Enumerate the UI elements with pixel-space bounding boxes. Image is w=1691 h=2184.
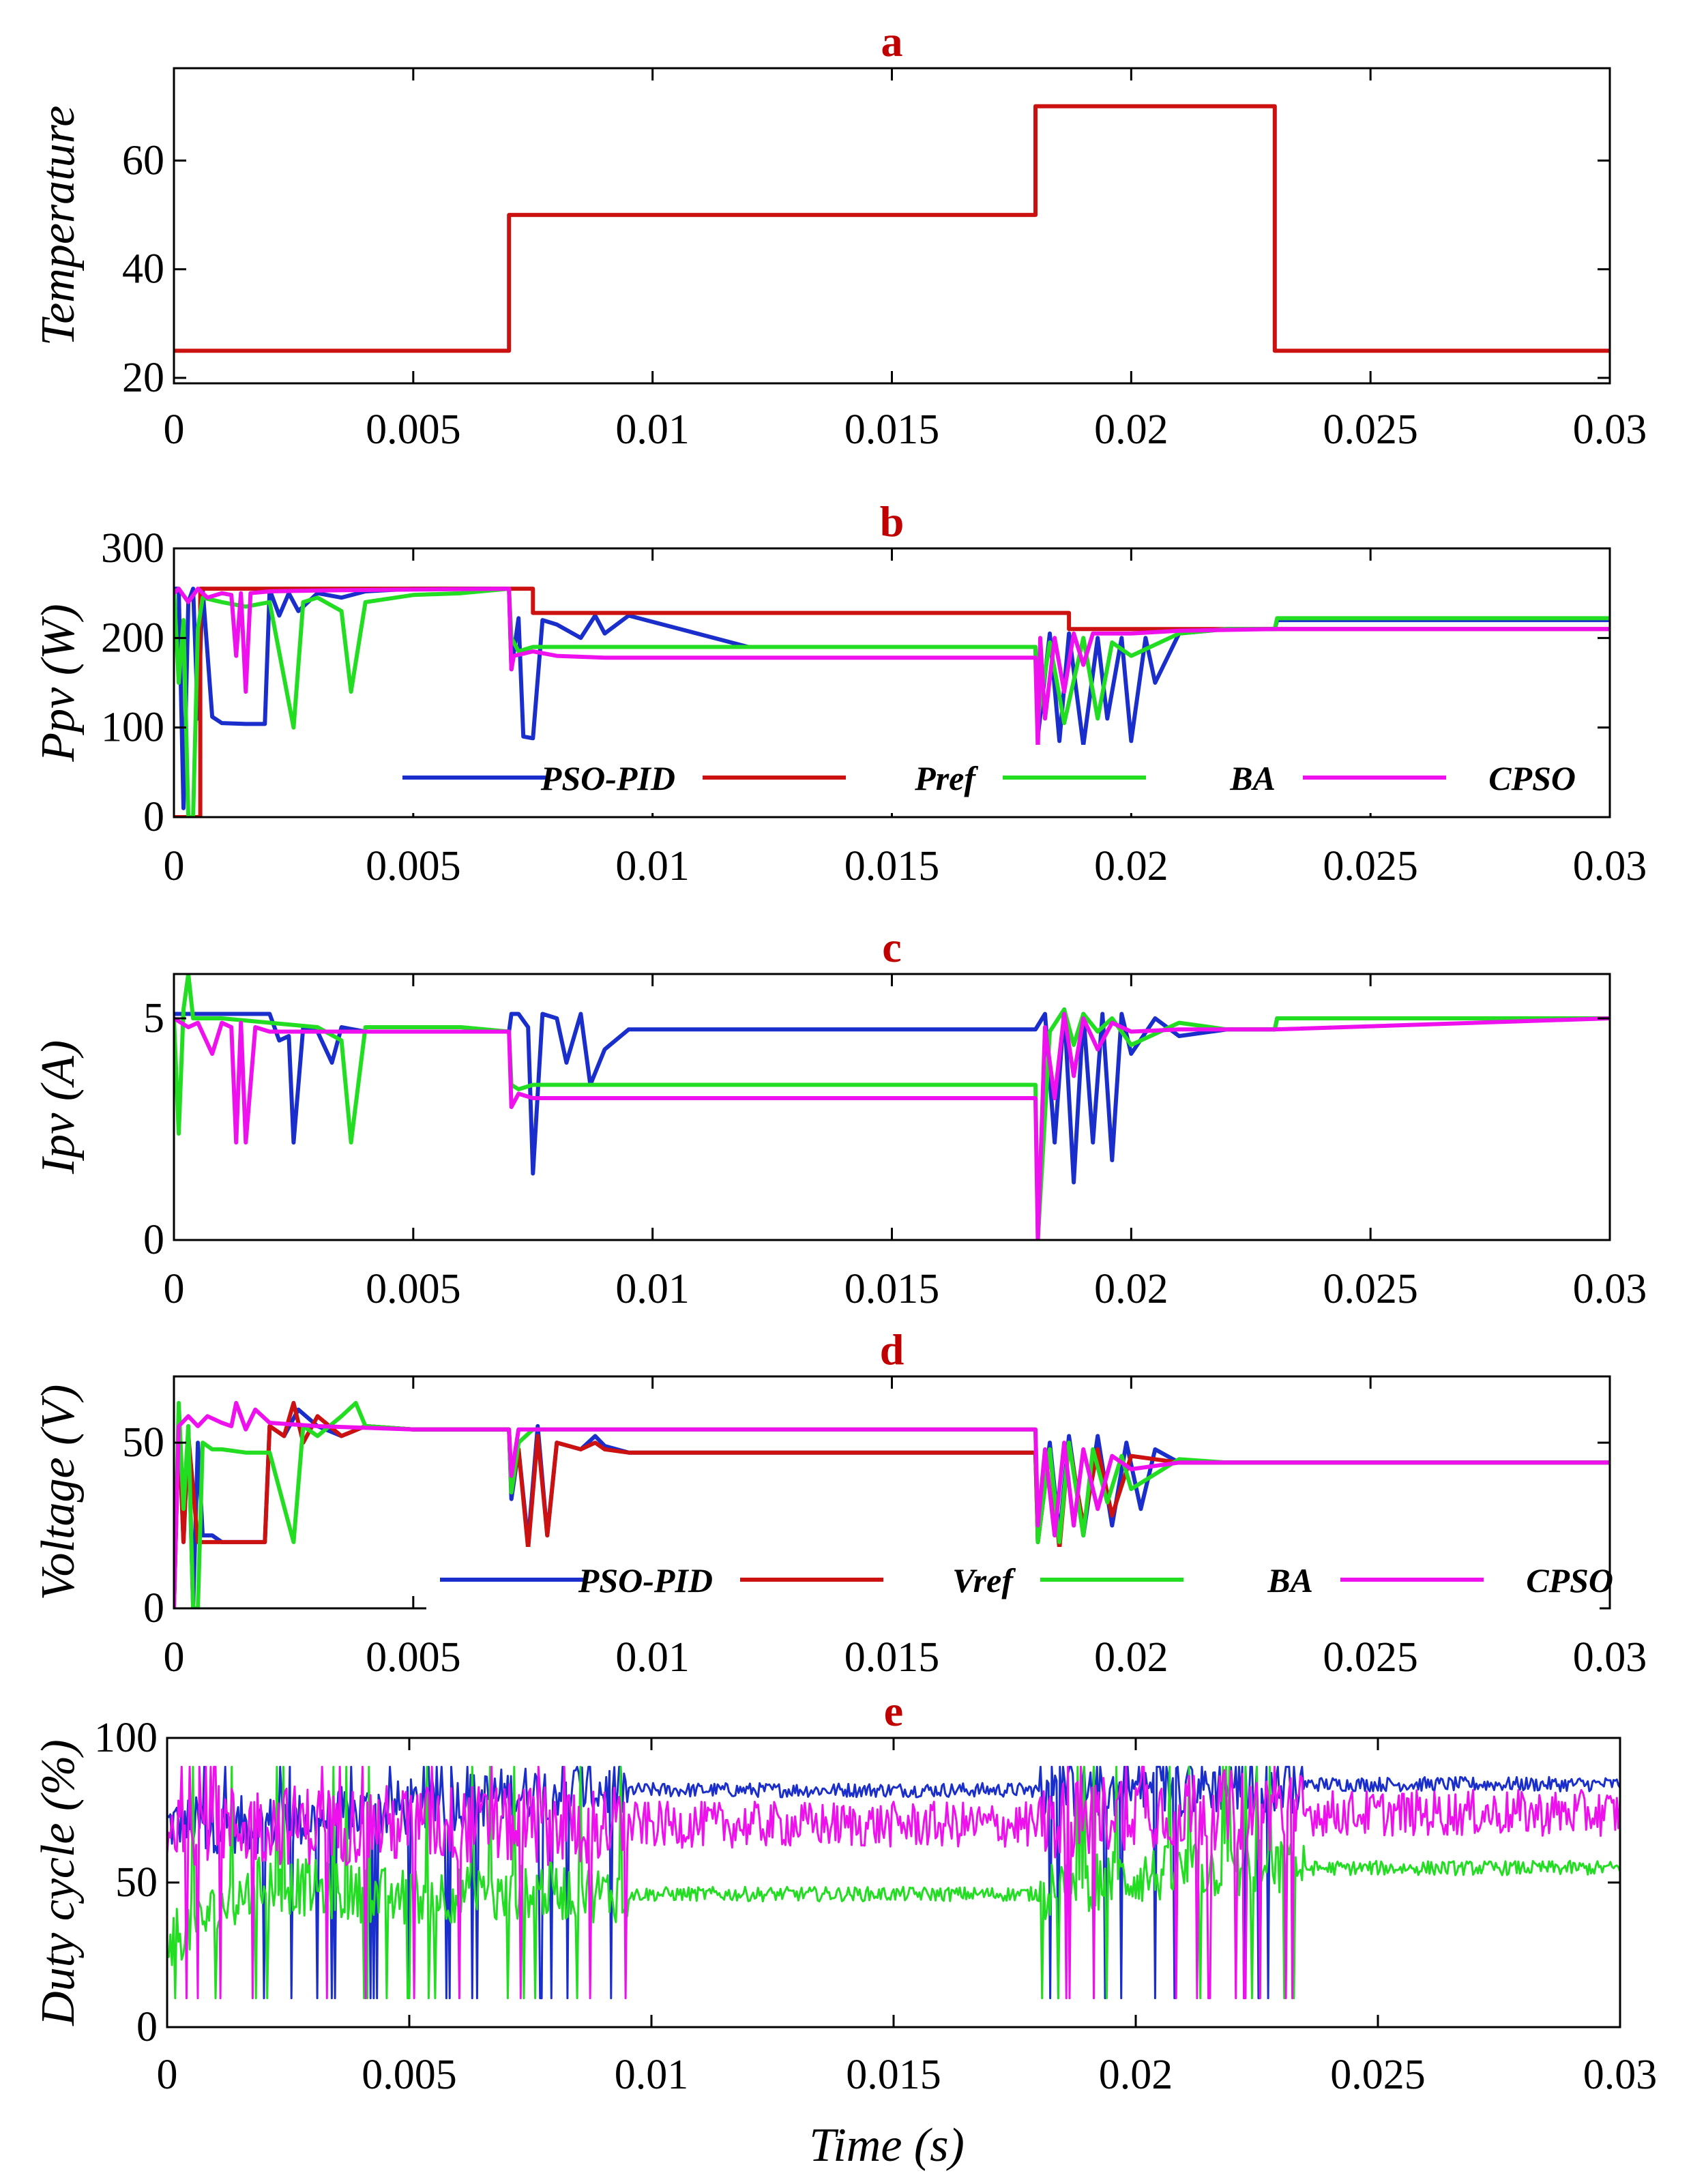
y-tick-label: 0 (136, 2004, 158, 2050)
x-tick-label: 0.025 (1323, 1634, 1418, 1681)
y-tick-label: 0 (143, 794, 164, 840)
panel-letter: a (881, 17, 903, 65)
x-tick-label: 0.03 (1573, 1634, 1647, 1681)
x-tick-label: 0 (164, 1266, 185, 1312)
series-group (174, 587, 1610, 817)
series-line-pso-pid (174, 1007, 1610, 1185)
panel-letter: b (880, 497, 905, 546)
legend: PSO-PID Vref BA CPSO (426, 1547, 1613, 1615)
series-group (174, 974, 1610, 1240)
y-tick-label: 0 (143, 1585, 164, 1632)
axes-frame (173, 67, 1611, 385)
x-tick-label: 0.01 (615, 407, 690, 453)
y-axis-label: Duty cycle (%) (32, 1739, 85, 2026)
y-axis-label: Ipv (A) (32, 1040, 85, 1175)
x-tick-label: 0.025 (1323, 407, 1418, 453)
legend-label: PSO-PID (540, 759, 675, 797)
panels-group: 0 0.005 0.01 0.015 0.02 0.025 0.03204060Temper… (32, 17, 1657, 2098)
y-axis-label: Temperature (32, 106, 85, 346)
legend-label: BA (1267, 1561, 1313, 1599)
x-tick-label: 0.025 (1323, 1266, 1418, 1312)
panel-a: 0 0.005 0.01 0.015 0.02 0.025 0.03 20 40 60 Temper… (32, 17, 1647, 453)
series-line-cpso (167, 1765, 1620, 2000)
series-line-cpso (174, 1012, 1610, 1240)
x-tick-label: 0.02 (1099, 2052, 1173, 2098)
y-tick-label: 60 (122, 137, 164, 183)
series-group (167, 1765, 1620, 2000)
series-line-ba (174, 974, 1610, 1240)
series-line-cpso (174, 1400, 1610, 1608)
series-line-cpso (174, 587, 1610, 752)
y-tick-label: 100 (94, 1715, 158, 1761)
y-tick-label: 40 (122, 246, 164, 293)
x-tick-label: 0.03 (1583, 2052, 1658, 2098)
legend: PSO-PID Pref BA CPSO (389, 745, 1576, 813)
x-tick-label: 0.015 (844, 407, 940, 453)
series-line-ba (167, 1765, 1620, 2000)
series-line-pref (174, 587, 1610, 817)
panel-letter: c (882, 923, 901, 971)
y-tick-label: 20 (122, 355, 164, 401)
x-axis-label: Time (s) (809, 2119, 965, 2172)
x-tick-label: 0.02 (1094, 407, 1168, 453)
series-group (174, 104, 1610, 353)
panel-c: 0 0.005 0.01 0.015 0.02 0.025 0.03 0 5 Ipv (A) c (32, 923, 1647, 1312)
panel-d: 0 0.005 0.01 0.015 0.02 0.025 0.03 0 50 Voltage (… (32, 1325, 1647, 1681)
y-tick-label: 0 (143, 1217, 164, 1263)
x-tick-label: 0.015 (846, 2052, 941, 2098)
x-tick-label: 0.01 (615, 1634, 690, 1681)
y-tick-label: 50 (115, 1859, 158, 1906)
panel-letter: d (880, 1325, 905, 1374)
x-tick-label: 0.005 (366, 843, 461, 889)
x-tick-label: 0.025 (1330, 2052, 1426, 2098)
x-tick-label: 0.01 (615, 1266, 690, 1312)
x-tick-label: 0.015 (844, 843, 940, 889)
x-tick-label: 0.01 (615, 843, 690, 889)
legend-label: PSO-PID (578, 1561, 713, 1599)
series-line-pso-pid (174, 587, 1610, 810)
x-tick-label: 0.005 (366, 1634, 461, 1681)
y-tick-label: 50 (122, 1419, 164, 1466)
x-tick-label: 0.03 (1573, 843, 1647, 889)
x-tick-label: 0.005 (362, 2052, 457, 2098)
x-tick-label: 0.015 (844, 1266, 940, 1312)
x-tick-label: 0 (164, 843, 185, 889)
x-tick-label: 0.02 (1094, 1634, 1168, 1681)
y-tick-label: 100 (101, 705, 164, 751)
legend-label: Pref (914, 759, 978, 797)
y-tick-label: 200 (101, 615, 164, 661)
legend-label: BA (1229, 759, 1276, 797)
y-axis-label: Voltage (V) (32, 1385, 85, 1601)
x-tick-label: 0.03 (1573, 407, 1647, 453)
legend-label: CPSO (1526, 1561, 1613, 1599)
x-tick-label: 0 (164, 1634, 185, 1681)
x-tick-label: 0.005 (366, 407, 461, 453)
x-tick-label: 0.005 (366, 1266, 461, 1312)
x-tick-label: 0.025 (1323, 843, 1418, 889)
x-tick-label: 0.015 (844, 1634, 940, 1681)
y-tick-label: 300 (101, 525, 164, 572)
y-axis-label: Ppv (W) (32, 604, 85, 762)
legend-label: CPSO (1488, 759, 1576, 797)
x-tick-label: 0 (157, 2052, 178, 2098)
axes-frame (173, 973, 1611, 1241)
x-tick-label: 0 (164, 407, 185, 453)
x-tick-label: 0.02 (1094, 843, 1168, 889)
x-tick-label: 0.03 (1573, 1266, 1647, 1312)
series-line-temperature (174, 104, 1610, 353)
series-group (174, 1400, 1610, 1608)
panel-b: 0 0.005 0.01 0.015 0.02 0.025 0.03 0 100 200 300 Pp… (32, 497, 1647, 889)
x-tick-label: 0.02 (1094, 1266, 1168, 1312)
panel-letter: e (884, 1687, 903, 1735)
y-tick-label: 5 (143, 995, 164, 1042)
x-tick-label: 0.01 (615, 2052, 689, 2098)
legend-label: Vref (952, 1561, 1016, 1599)
